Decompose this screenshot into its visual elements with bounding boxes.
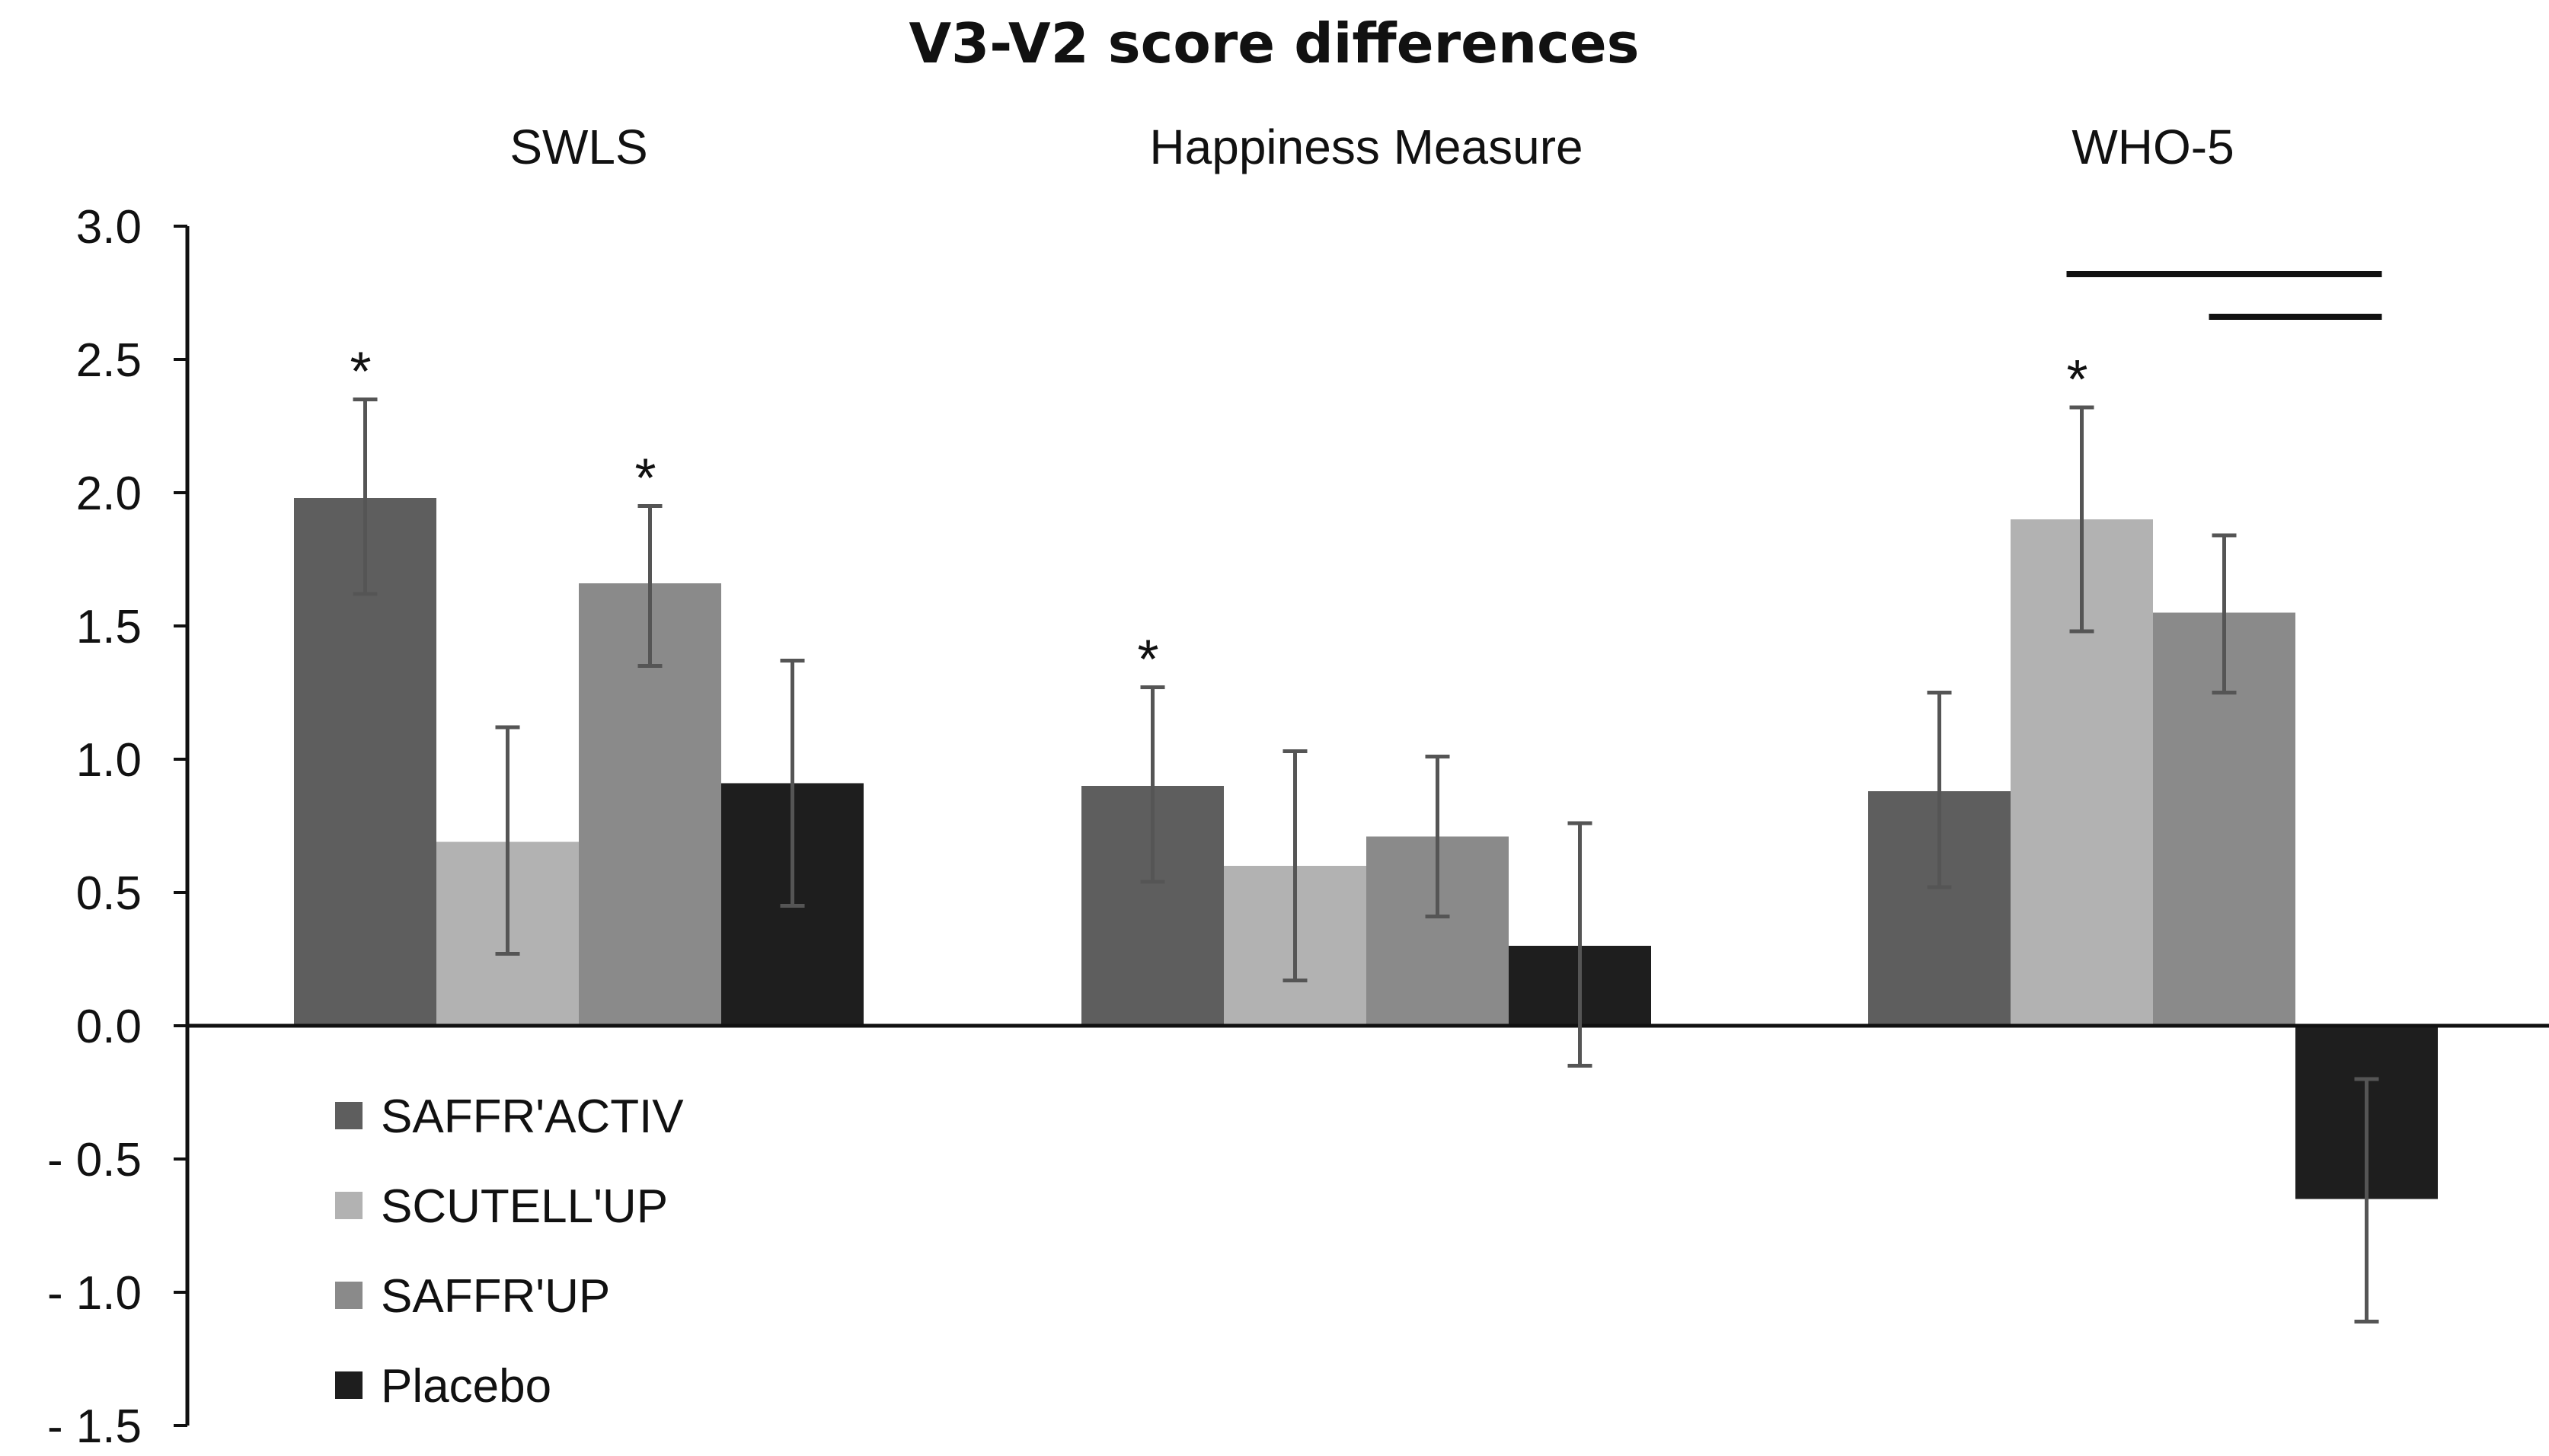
group-label: Happiness Measure: [1149, 120, 1583, 174]
y-tick-label: - 0.5: [47, 1134, 142, 1186]
group-label: SWLS: [509, 120, 647, 174]
legend-label: SAFFR'ACTIV: [381, 1090, 684, 1143]
y-tick-label: 1.0: [76, 734, 142, 787]
legend-label: SCUTELL'UP: [381, 1180, 668, 1233]
legend-swatch: [335, 1102, 363, 1129]
legend-label: Placebo: [381, 1360, 551, 1413]
legend-swatch: [335, 1282, 363, 1309]
significance-asterisk: *: [350, 342, 371, 403]
chart-title: V3-V2 score differences: [909, 11, 1639, 75]
significance-asterisk: *: [2066, 350, 2087, 410]
group-label: WHO-5: [2071, 120, 2234, 174]
legend-label: SAFFR'UP: [381, 1270, 610, 1323]
y-tick-label: 1.5: [76, 601, 142, 653]
y-tick-label: 2.0: [76, 468, 142, 520]
y-tick-label: - 1.5: [47, 1400, 142, 1452]
significance-asterisk: *: [1137, 630, 1158, 691]
y-tick-label: 0.5: [76, 867, 142, 920]
significance-asterisk: *: [634, 449, 656, 509]
legend-swatch: [335, 1192, 363, 1219]
y-tick-label: 3.0: [76, 201, 142, 254]
y-tick-label: 2.5: [76, 334, 142, 387]
y-tick-label: - 1.0: [47, 1267, 142, 1320]
legend-swatch: [335, 1371, 363, 1399]
y-tick-label: 0.0: [76, 1001, 142, 1053]
